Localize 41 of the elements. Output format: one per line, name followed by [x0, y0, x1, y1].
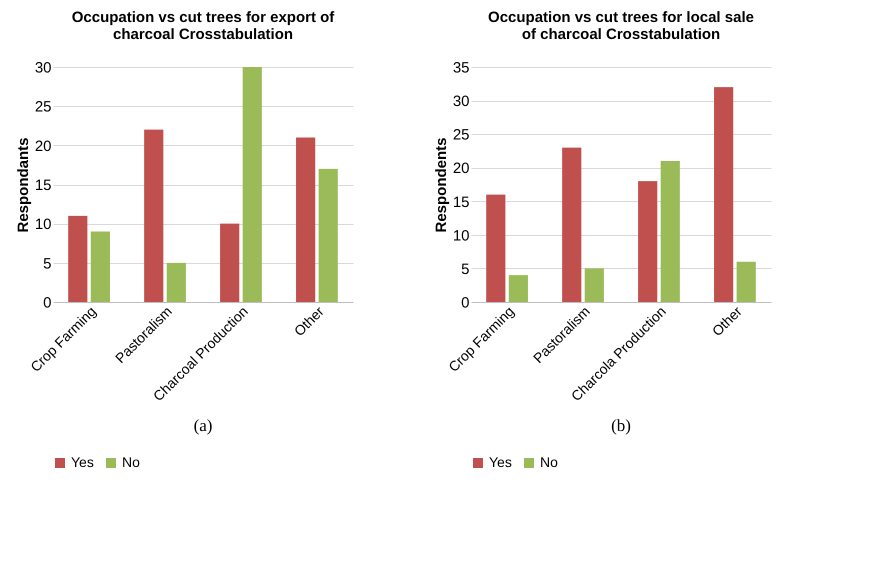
y-axis-title: Respondants	[14, 137, 32, 233]
y-tick-label: 35	[452, 60, 470, 76]
y-tick-label: 15	[34, 177, 52, 194]
bar	[736, 262, 756, 302]
chart-title: Occupation vs cut trees for local sale of charcoal Crosstabulation	[488, 9, 754, 43]
bar	[486, 194, 506, 302]
bar	[508, 275, 528, 302]
y-tick-label: 5	[43, 255, 52, 272]
bar	[296, 138, 316, 302]
bar	[584, 268, 604, 302]
bar	[242, 67, 262, 302]
legend-label: No	[122, 454, 140, 470]
bar	[166, 262, 186, 302]
y-tick-label: 0	[43, 294, 52, 312]
y-tick-label: 20	[34, 138, 52, 155]
text: (a)	[194, 416, 212, 435]
y-tick-label: 10	[34, 216, 52, 234]
legend-label: No	[540, 454, 558, 470]
y-tick-label: 20	[452, 160, 470, 178]
y-tick-label: 10	[452, 227, 470, 244]
y-tick-label: 30	[452, 93, 470, 110]
chart-title: Occupation vs cut trees for export of charcoal Crosstabulation	[72, 9, 336, 43]
text: (b)	[611, 416, 631, 435]
bar	[90, 232, 110, 302]
y-tick-label: 5	[461, 260, 470, 278]
y-tick-label: 0	[461, 294, 470, 312]
bar	[562, 148, 582, 302]
legend-label: Yes	[489, 454, 512, 470]
bar	[68, 216, 88, 302]
bar	[714, 87, 734, 302]
y-tick-label: 25	[452, 126, 470, 144]
bar	[660, 161, 680, 302]
y-axis-title: Respondents	[432, 137, 450, 233]
legend-label: Yes	[71, 454, 94, 470]
bar	[144, 130, 164, 302]
bar	[638, 181, 658, 302]
y-tick-label: 25	[34, 98, 52, 116]
y-tick-label: 15	[452, 194, 470, 211]
y-tick-label: 30	[34, 60, 52, 76]
bar	[318, 168, 338, 302]
bar	[220, 224, 240, 302]
